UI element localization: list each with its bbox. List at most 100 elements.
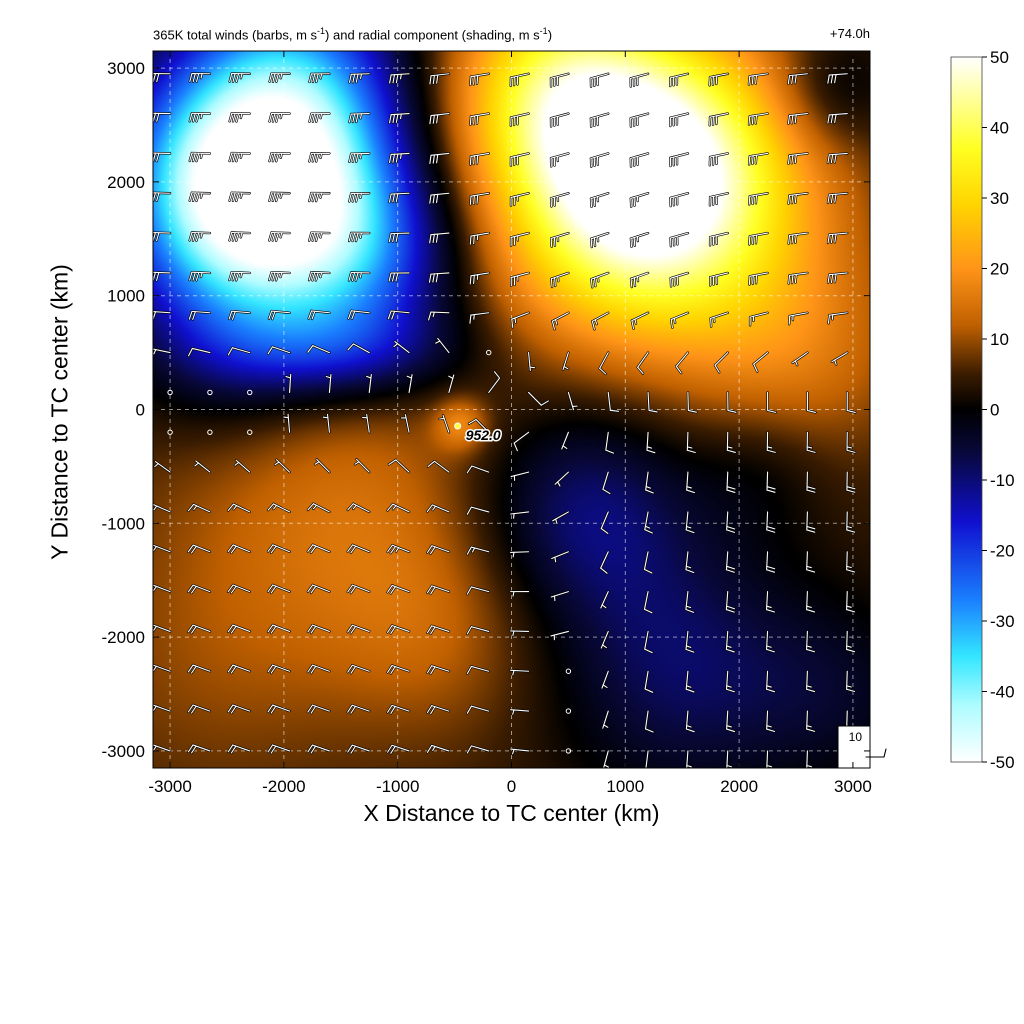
wind-barb	[629, 72, 650, 88]
barb-stroke	[153, 703, 155, 708]
wind-barb	[388, 231, 411, 243]
barb-stroke	[234, 461, 240, 466]
y-tick-label: 0	[136, 401, 145, 420]
barb-stroke	[430, 706, 436, 715]
wind-barb	[386, 502, 411, 514]
barb-stroke	[644, 688, 654, 693]
barb-stroke	[187, 744, 194, 753]
barb-stroke	[685, 767, 688, 768]
barb-stroke	[466, 465, 473, 474]
barb-stroke	[726, 725, 732, 728]
barb-stroke	[766, 486, 776, 490]
wind-barb	[549, 112, 570, 128]
barb-stroke	[765, 767, 768, 768]
barb-stroke	[806, 685, 812, 688]
colorbar-tick-label: -30	[990, 612, 1015, 631]
barb-stroke	[388, 459, 397, 465]
barb-stroke	[191, 665, 197, 674]
wind-barb	[266, 743, 291, 755]
barb-stroke	[806, 605, 812, 608]
barb-stroke	[154, 463, 159, 468]
wind-barb	[600, 510, 610, 535]
colorbar-tick-label: -20	[990, 542, 1015, 561]
wind-barb	[426, 503, 451, 514]
wind-barb	[187, 503, 212, 514]
barb-stroke	[806, 486, 816, 490]
barb-stroke	[153, 704, 154, 707]
barb-stroke	[352, 113, 356, 123]
wind-barb	[386, 544, 411, 555]
wind-barb	[387, 309, 411, 321]
wind-barb	[153, 623, 172, 634]
barb-stroke	[275, 192, 279, 202]
barb-stroke	[392, 74, 396, 84]
barb-stroke	[350, 73, 370, 75]
calm-circle	[207, 429, 213, 435]
barb-stroke	[637, 352, 649, 368]
wind-barb	[228, 112, 251, 123]
barb-stroke	[320, 113, 323, 119]
wind-barb	[645, 431, 657, 454]
barb-stroke	[153, 152, 154, 155]
barb-stroke	[235, 152, 240, 162]
wind-barb	[805, 749, 813, 768]
wind-barb	[266, 502, 291, 514]
calm-circle	[565, 748, 572, 754]
wind-barb	[684, 550, 695, 574]
wind-barb	[153, 503, 172, 514]
colorbar-tick-label: -40	[990, 683, 1015, 702]
wind-barb	[830, 351, 849, 366]
barb-stroke	[150, 153, 152, 161]
barb-stroke	[156, 152, 160, 162]
calm-circle	[167, 389, 173, 396]
barb-stroke	[470, 586, 490, 593]
barb-stroke	[200, 232, 203, 238]
barb-stroke	[469, 76, 472, 86]
wind-barb	[228, 270, 251, 282]
wind-barb	[826, 231, 849, 245]
barb-stroke	[280, 152, 283, 159]
barb-stroke	[347, 744, 353, 753]
barb-stroke	[188, 310, 193, 320]
wind-barb	[549, 152, 570, 168]
barb-stroke	[390, 626, 396, 635]
wind-barb	[386, 584, 411, 595]
barb-stroke	[473, 234, 475, 245]
barb-stroke	[686, 449, 696, 454]
wind-barb	[550, 550, 570, 563]
barb-stroke	[633, 237, 636, 247]
wind-barb	[282, 413, 291, 434]
barb-stroke	[827, 234, 830, 244]
wind-barb	[644, 709, 655, 734]
barb-stroke	[748, 235, 751, 246]
wind-barb	[708, 152, 729, 167]
barb-stroke	[755, 194, 758, 204]
wind-barb	[765, 749, 773, 768]
wind-barb	[551, 510, 570, 525]
barb-stroke	[830, 233, 834, 244]
barb-stroke	[347, 544, 354, 553]
barb-stroke	[229, 112, 233, 122]
barb-stroke	[393, 343, 399, 348]
wind-barb	[805, 470, 817, 494]
wind-barb	[686, 391, 698, 414]
barb-stroke	[189, 112, 193, 122]
barb-stroke	[593, 237, 596, 247]
barb-stroke	[153, 625, 157, 633]
barb-stroke	[791, 74, 794, 84]
barb-stroke	[196, 112, 200, 122]
barb-stroke	[685, 569, 695, 574]
wind-barb	[765, 709, 776, 733]
wind-barb	[644, 470, 655, 495]
barb-stroke	[766, 449, 776, 453]
barb-stroke	[312, 345, 330, 354]
barb-stroke	[794, 194, 797, 204]
barb-stroke	[806, 529, 816, 533]
barb-stroke	[191, 705, 197, 714]
barb-stroke	[191, 231, 211, 234]
wind-barb	[308, 112, 331, 123]
barb-stroke	[311, 271, 316, 281]
barb-stroke	[153, 705, 157, 713]
reference-barb-speed: 10	[849, 730, 863, 744]
barb-stroke	[473, 274, 475, 285]
